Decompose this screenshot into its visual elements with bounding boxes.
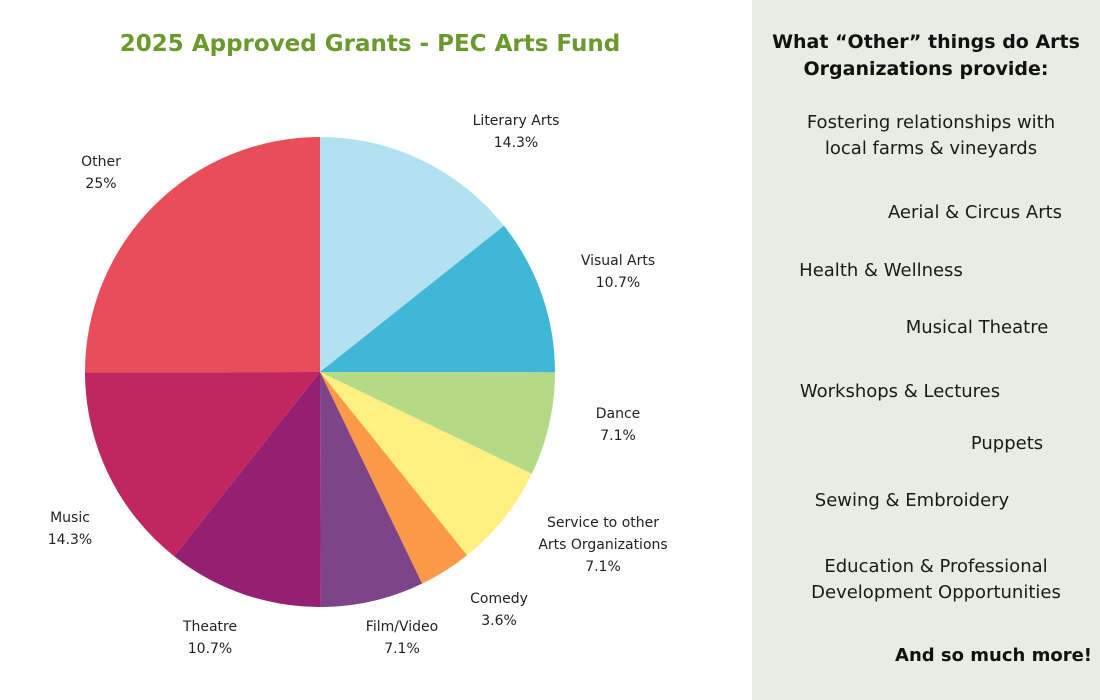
pie-chart (84, 137, 556, 608)
slice-category: Film/Video (365, 619, 439, 635)
slice-category: Literary Arts (472, 113, 560, 129)
panel-heading-line2: Organizations provide: (803, 58, 1049, 80)
pie-slice-film-video (320, 372, 423, 607)
panel-footer: And so much more! (895, 645, 1092, 666)
slice-category: Other (81, 154, 121, 170)
slice-percent: 14.3% (47, 532, 93, 548)
slice-label: Comedy 3.6% (470, 588, 528, 632)
other-things-panel: What “Other” things do Arts Organization… (752, 0, 1100, 700)
slice-percent: 14.3% (493, 135, 539, 151)
other-item-line: Aerial & Circus Arts (887, 202, 1063, 223)
slice-label: Service to other Arts Organizations 7.1% (538, 512, 667, 578)
chart-title: 2025 Approved Grants - PEC Arts Fund (119, 31, 621, 57)
slice-label: Dance 7.1% (596, 403, 641, 447)
slice-percent: 7.1% (585, 559, 621, 575)
slice-category: Comedy (470, 591, 528, 607)
slice-category: Service to other (547, 515, 659, 531)
panel-heading-line1: What “Other” things do Arts (772, 31, 1080, 53)
slice-percent: 25% (85, 176, 117, 192)
panel-heading: What “Other” things do Arts Organization… (752, 29, 1100, 83)
other-item-farms: Fostering relationships with local farms… (796, 110, 1066, 162)
other-item-line: Fostering relationships with (806, 112, 1056, 133)
pie-slice-other (84, 137, 321, 373)
slice-label: Other 25% (81, 151, 121, 195)
slice-percent: 10.7% (187, 641, 233, 657)
slice-percent: 7.1% (600, 428, 636, 444)
pie-slice-theatre (174, 372, 321, 608)
slice-category: Theatre (182, 619, 238, 635)
other-item-line: Sewing & Embroidery (814, 490, 1010, 511)
other-item-health: Health & Wellness (788, 258, 974, 284)
pie-slice-literary-arts (320, 137, 504, 372)
other-item-sewing: Sewing & Embroidery (802, 488, 1022, 514)
pie-slice-service-to-other (320, 372, 532, 556)
other-item-line: Health & Wellness (799, 260, 963, 281)
slice-label: Film/Video 7.1% (366, 616, 438, 660)
slice-category: Visual Arts (580, 253, 656, 269)
other-item-line: Education & Professional (824, 556, 1048, 577)
other-item-line: Musical Theatre (905, 317, 1049, 338)
other-item-workshops: Workshops & Lectures (790, 379, 1010, 405)
slice-category: Music (50, 510, 90, 526)
slice-percent: 7.1% (384, 641, 420, 657)
pie-slice-dance (320, 372, 555, 474)
pie-slice-visual-arts (320, 225, 556, 373)
other-item-aerial: Aerial & Circus Arts (870, 200, 1080, 226)
other-item-line: Workshops & Lectures (799, 381, 1001, 402)
slice-percent: 3.6% (481, 613, 517, 629)
pie-slice-music (85, 372, 320, 557)
other-item-line: Puppets (970, 433, 1044, 454)
slice-label: Music 14.3% (48, 507, 92, 551)
slice-label: Theatre 10.7% (183, 616, 237, 660)
other-item-puppets: Puppets (957, 431, 1057, 457)
slice-category: Dance (595, 406, 641, 422)
slice-label: Literary Arts 14.3% (473, 110, 560, 154)
other-item-line: local farms & vineyards (824, 138, 1038, 159)
slice-percent: 10.7% (595, 275, 641, 291)
other-item-musical-theatre: Musical Theatre (892, 315, 1062, 341)
other-item-line: Development Opportunities (811, 582, 1061, 603)
pie-slice-comedy (320, 372, 468, 584)
other-item-education: Education & Professional Development Opp… (806, 554, 1066, 606)
chart-area: 2025 Approved Grants - PEC Arts Fund Lit… (47, 31, 668, 660)
slice-category: Arts Organizations (538, 537, 668, 553)
slice-label: Visual Arts 10.7% (581, 250, 655, 294)
